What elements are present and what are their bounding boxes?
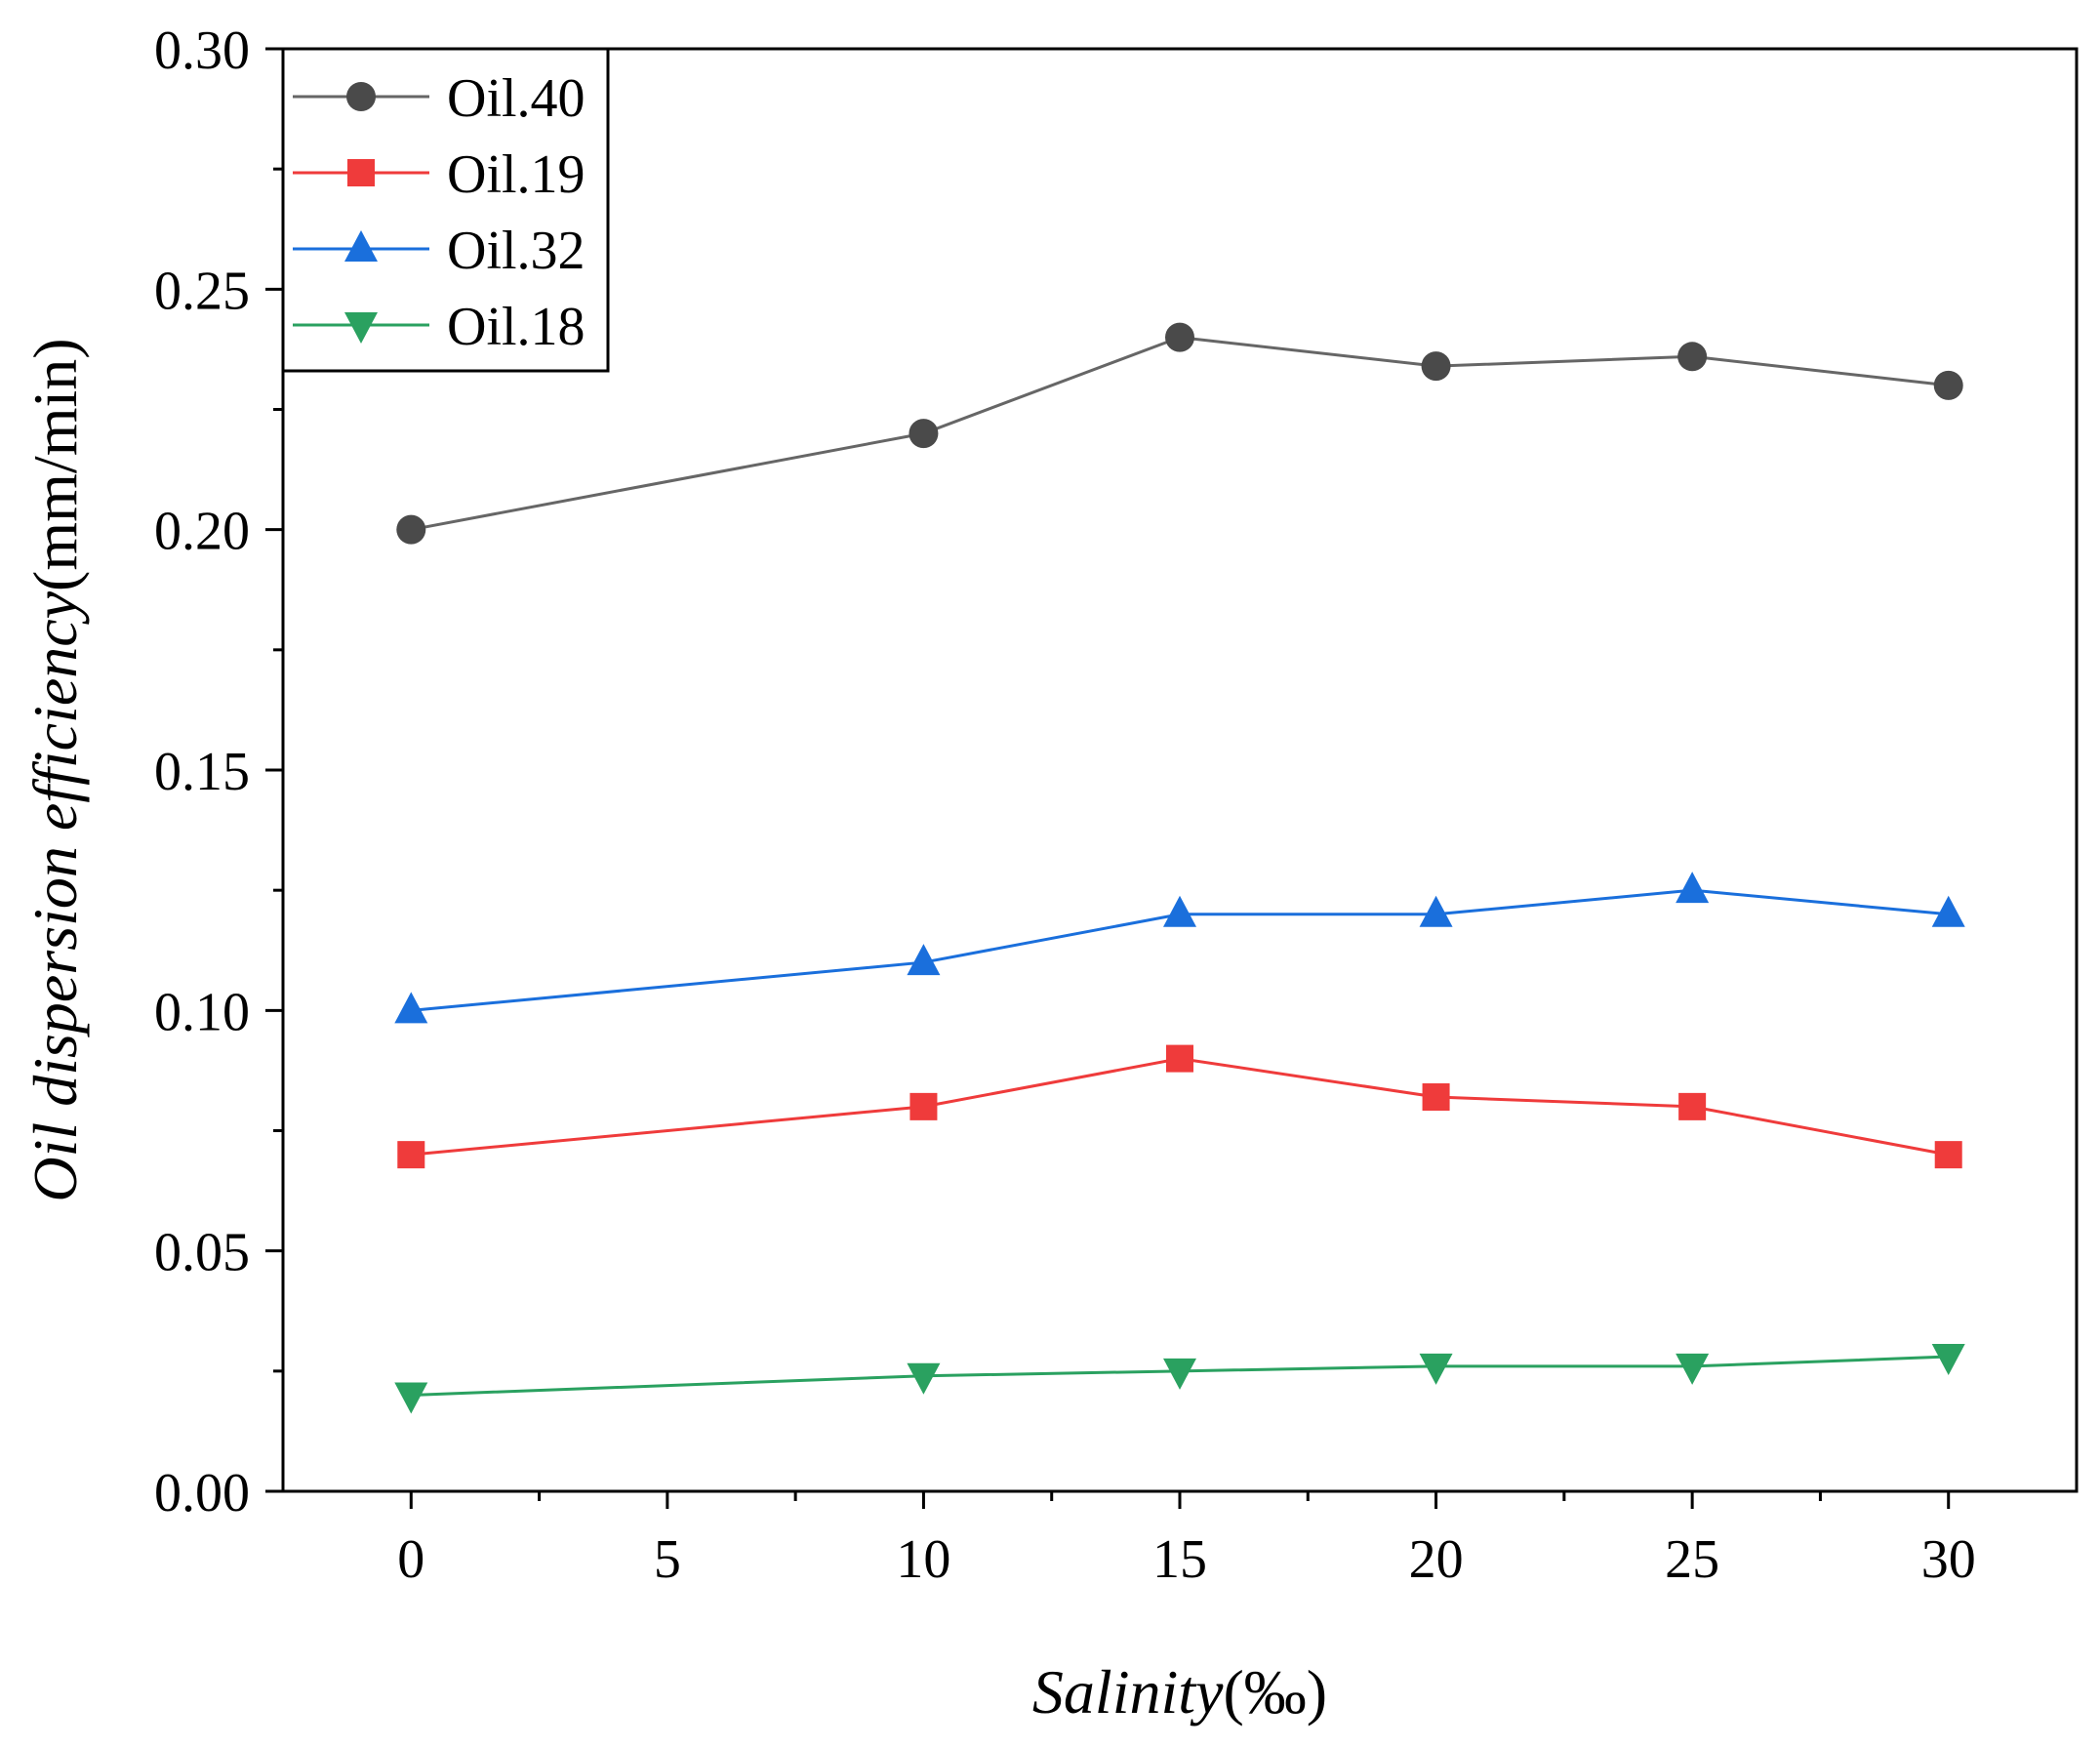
x-tick-label: 10 [896, 1529, 950, 1590]
data-point [396, 514, 426, 545]
y-tick-label: 0.05 [154, 1223, 250, 1283]
series-line [411, 1355, 1949, 1397]
legend: Oil.40 Oil.19 Oil.32 Oil.18 [281, 47, 610, 373]
x-axis-title-italic: Salinity [1032, 1657, 1224, 1727]
x-axis-title-unit: (‰) [1223, 1657, 1327, 1727]
data-point [1934, 1141, 1962, 1169]
series-line [411, 336, 1949, 532]
data-point [1931, 1344, 1965, 1376]
y-axis-title: Oil dispersion efficiency(mm/min) [20, 338, 90, 1201]
y-tick-label: 0.00 [154, 1463, 250, 1524]
series-line [411, 888, 1949, 1012]
data-point [907, 1362, 941, 1395]
data-point [1422, 1083, 1450, 1112]
data-point [397, 1141, 425, 1169]
axis-titles: Salinity(‰) Oil dispersion efficiency(mm/… [20, 338, 1327, 1727]
series-oil-32 [394, 872, 1965, 1024]
series-oil-18 [394, 1344, 1965, 1414]
y-tick-label: 0.25 [154, 261, 250, 321]
data-point [1421, 351, 1451, 382]
y-tick-label: 0.30 [154, 20, 250, 81]
y-axis-title-italic: Oil dispersion efficiency [20, 590, 90, 1201]
data-point [1933, 370, 1963, 400]
legend-box [281, 47, 610, 373]
legend-label: Oil.19 [447, 144, 586, 205]
legend-marker [347, 159, 375, 186]
legend-label: Oil.32 [447, 221, 586, 281]
data-point [1676, 1353, 1710, 1385]
plot-marks [394, 322, 1965, 1414]
y-tick-label: 0.15 [154, 742, 250, 802]
data-point [1166, 1044, 1193, 1073]
data-point [907, 944, 941, 976]
data-point [1165, 322, 1194, 352]
y-tick-label: 0.20 [154, 502, 250, 562]
legend-marker [344, 312, 378, 344]
x-tick-label: 15 [1152, 1529, 1207, 1590]
data-point [1678, 1092, 1707, 1120]
series-line [411, 1057, 1949, 1157]
data-point [394, 992, 428, 1024]
series-oil-19 [397, 1044, 1962, 1169]
x-tick-label: 20 [1409, 1529, 1464, 1590]
legend-entry: Oil.32 [293, 221, 586, 281]
y-axis-title-unit: (mm/min) [20, 338, 90, 591]
legend-marker [346, 82, 376, 111]
x-tick-label: 5 [654, 1529, 681, 1590]
legend-label: Oil.18 [447, 297, 586, 357]
data-point [1419, 895, 1453, 927]
data-point [1677, 342, 1708, 372]
data-point [1419, 1353, 1453, 1385]
data-point [909, 1092, 938, 1120]
x-tick-label: 25 [1665, 1529, 1719, 1590]
x-axis-title: Salinity(‰) [1032, 1657, 1327, 1727]
data-point [1163, 895, 1196, 927]
legend-entry: Oil.19 [293, 144, 586, 205]
series-oil-40 [396, 322, 1963, 545]
x-tick-label: 30 [1921, 1529, 1976, 1590]
legend-entry: Oil.40 [293, 68, 586, 129]
data-point [1676, 872, 1710, 904]
data-point [909, 419, 939, 449]
x-tick-label: 0 [397, 1529, 424, 1590]
y-tick-label: 0.10 [154, 982, 250, 1042]
legend-entry: Oil.18 [293, 297, 586, 357]
legend-marker [344, 230, 378, 262]
axes: 0 5 10 15 20 25 30 0.00 0.05 0.10 0.15 0.20 0.25 0.30 [154, 20, 2079, 1590]
data-point [1163, 1358, 1196, 1390]
legend-label: Oil.40 [447, 68, 586, 129]
data-point [394, 1382, 428, 1414]
data-point [1931, 895, 1965, 927]
